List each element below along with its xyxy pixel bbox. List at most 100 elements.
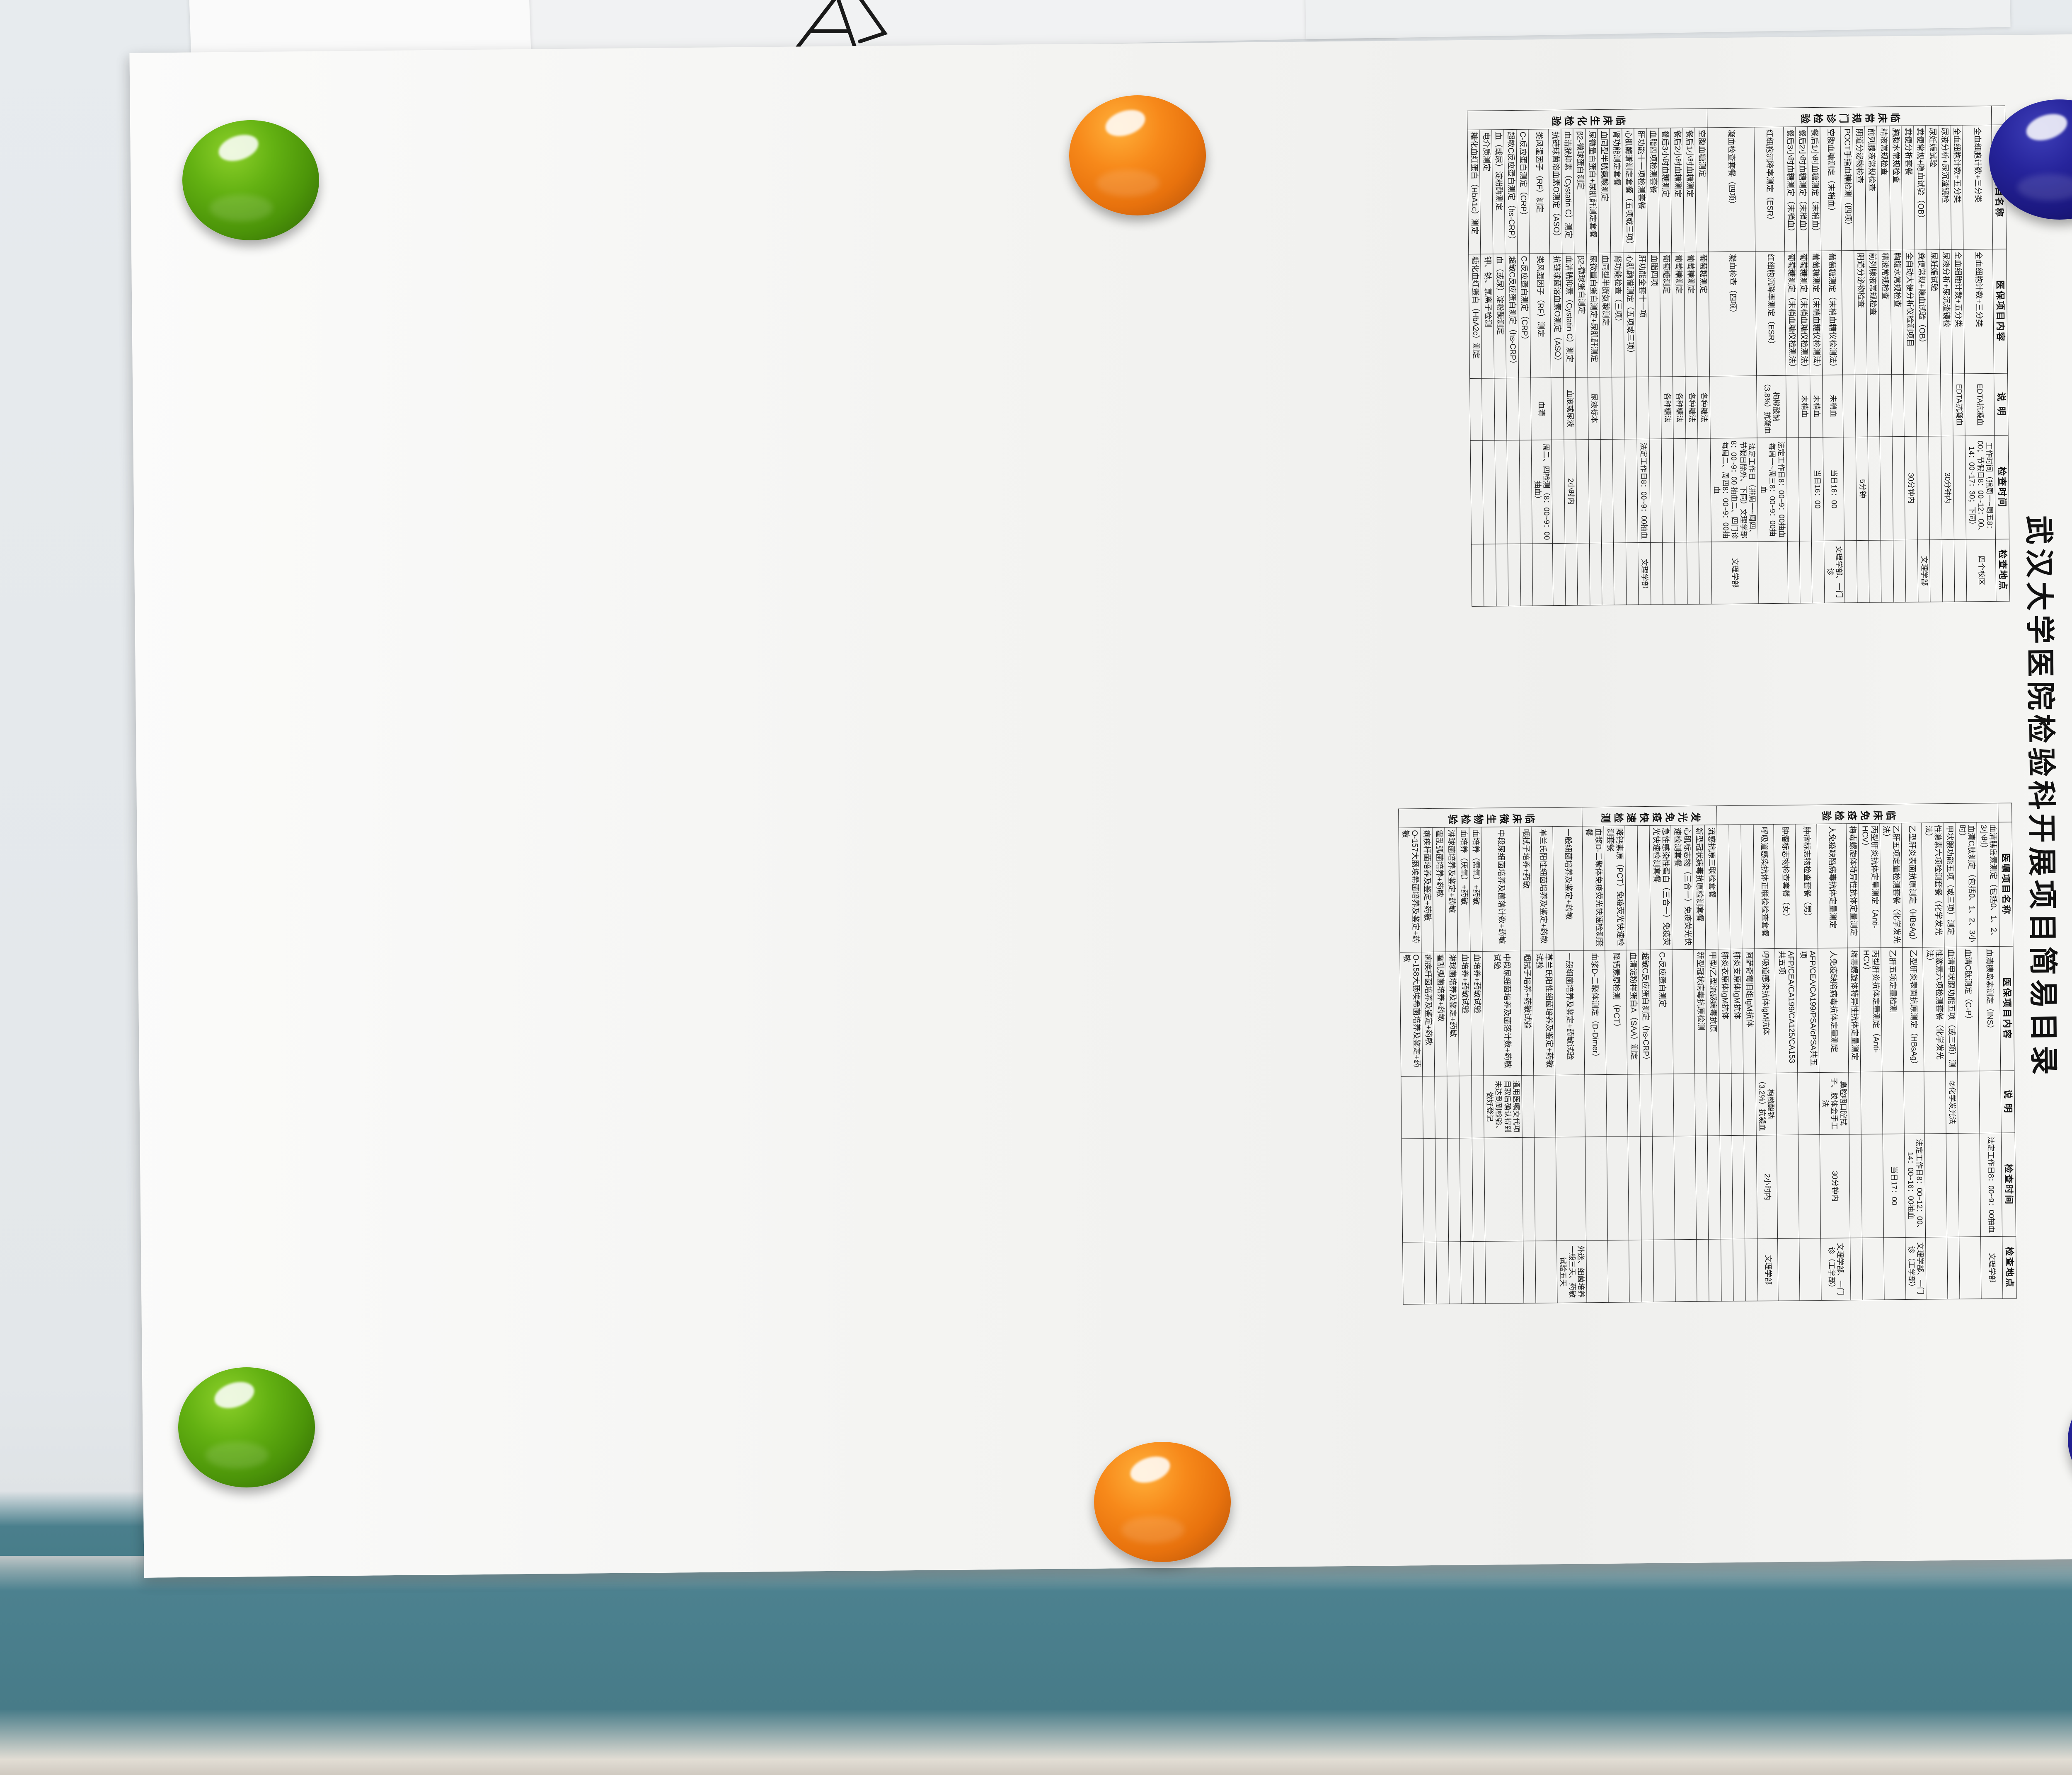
cell-order-name: 新型冠状病毒抗原检测套餐	[1692, 825, 1706, 950]
cell-exam-place	[1496, 544, 1509, 606]
cell-note	[1707, 1073, 1720, 1136]
cell-exam-place	[1925, 1237, 1948, 1300]
cell-note	[1494, 378, 1507, 440]
cell-note: EDTA抗凝血	[1964, 373, 1995, 436]
cell-insurance-content: 血培养+药敏试验	[1458, 951, 1472, 1076]
cell-insurance-content: 葡萄糖测定（末梢血糖仪检测法）	[1784, 251, 1798, 376]
cell-order-name: 呼吸道感染抗体正联检检查套餐	[1753, 824, 1775, 949]
cell-exam-time: 2小时内	[1756, 1135, 1778, 1239]
cell-insurance-content: C-反应蛋白测定（CRP）	[1517, 254, 1531, 378]
magnet-bottom-right[interactable]	[2068, 1380, 2072, 1500]
cell-order-name: 降钙素原（PCT）免疫荧光快速检测套餐	[1603, 825, 1627, 950]
cell-exam-place	[1799, 541, 1813, 603]
cell-order-name: 空腹血糖测定	[1695, 127, 1709, 252]
cell-insurance-content: 革兰氏阳性细菌培养及鉴定+药敏试验	[1532, 950, 1555, 1076]
magnet-shade	[1097, 169, 1159, 196]
cell-insurance-content: 血清甲状腺功能五项（或三项）测	[1944, 947, 1958, 1071]
cell-insurance-content: 霍乱弧菌培养+药敏	[1433, 952, 1447, 1076]
cell-order-name	[1637, 825, 1651, 950]
cell-exam-time	[1958, 1133, 1981, 1237]
cell-order-name: 全血细胞计数+五分类	[1950, 125, 1964, 250]
cell-note	[1916, 374, 1929, 437]
magnet-bottom-left[interactable]	[178, 1367, 315, 1487]
cell-insurance-content: 葡萄糖测定	[1672, 252, 1685, 377]
magnet-top-left[interactable]	[182, 120, 319, 240]
cell-note	[1600, 377, 1613, 440]
cell-note	[1924, 1071, 1946, 1134]
cell-note: 各种糖法	[1673, 376, 1686, 439]
section-label-0: 临床常规门诊检验	[1707, 106, 1992, 128]
cell-exam-place	[1471, 544, 1484, 607]
right-table-column: 医嘱项目名称 医保项目内容说 明检查时间 检查地点 临床免疫检验 血清胰岛素测定（包括0…	[1398, 803, 2019, 1495]
cell-exam-place	[1893, 540, 1906, 602]
cell-exam-place	[1607, 1240, 1630, 1303]
magnet-top-center[interactable]	[1069, 95, 1206, 215]
right-catalog-table: 医嘱项目名称 医保项目内容说 明检查时间 检查地点 临床免疫检验 血清胰岛素测定（包括0…	[1398, 803, 2017, 1305]
cell-note	[1867, 375, 1880, 437]
cell-order-name: 凝血检查套餐（四项）	[1707, 127, 1755, 252]
cell-exam-time	[1494, 440, 1508, 544]
cell-order-name: 丙型肝炎抗体定量测定（Anti-HCV）	[1858, 823, 1881, 948]
cell-order-name	[1625, 825, 1639, 950]
cell-note: 未梢血	[1810, 375, 1823, 438]
cell-order-name: 餐后3小时血糖测定（末梢血）	[1783, 126, 1797, 251]
cell-note	[1648, 377, 1662, 439]
cell-order-name: 前列腺液常规检查	[1864, 126, 1878, 251]
cell-exam-time	[1460, 1138, 1473, 1242]
cell-exam-time: 法定工作日8：00~9：00抽血	[1980, 1133, 2002, 1237]
cell-order-name: 甲状腺功能五项（或三项）测定	[1943, 822, 1957, 947]
cell-insurance-content: 葡萄糖测定（末梢血糖仪检测法）	[1796, 251, 1811, 375]
cell-order-name: 人免疫缺陷病毒抗体定量测定	[1816, 823, 1847, 948]
cell-order-name: 餐后1小时血糖测定	[1682, 128, 1697, 252]
cell-exam-place	[1857, 540, 1869, 603]
table-row: 中段尿细菌培养及菌落计数+药敏 中段尿细菌培养及菌落计数+药敏试验 通用医嘱交代项目…	[1481, 808, 1524, 1304]
cell-exam-place	[1629, 1240, 1642, 1302]
cell-exam-time	[1868, 437, 1881, 541]
cell-note	[1401, 1076, 1423, 1139]
cell-insurance-content: 阴道分泌物检查	[1854, 250, 1867, 375]
cell-note	[1776, 1072, 1798, 1135]
cell-exam-time	[1777, 1134, 1799, 1239]
section-label-1: 临床生化检验	[1467, 108, 1707, 130]
cell-note: 未梢血	[1798, 375, 1811, 438]
cell-order-name: 革兰氏阳性细菌培养及鉴定+药敏	[1531, 826, 1554, 951]
cell-insurance-content: 尿微量白蛋白测定+尿肌酐测定	[1586, 253, 1600, 377]
cell-order-name: 全血细胞计数+三分类	[1962, 125, 1993, 250]
table-row: 凝血检查套餐（四项） 凝血检查（四项） 法定工作日（排周一~周四、节假日除外、下同）…	[1707, 108, 1759, 604]
header-time: 检查时间	[1995, 435, 2009, 539]
cell-insurance-content: 新型冠状病毒抗原检测	[1693, 949, 1707, 1074]
cell-insurance-content: 肺炎支原体IgM抗体	[1730, 949, 1744, 1074]
cell-exam-time	[1953, 436, 1966, 540]
cell-note: 未梢血	[1822, 375, 1844, 438]
cell-exam-time	[1624, 439, 1638, 543]
cell-exam-place	[1601, 543, 1615, 605]
section-label-0: 临床免疫检验	[1716, 803, 1999, 825]
magnet-bottom-center[interactable]	[1094, 1442, 1231, 1562]
cell-insurance-content: 降钙素原检测（PCT）	[1605, 950, 1628, 1075]
cell-exam-place	[1850, 1238, 1863, 1300]
cell-insurance-content: 葡萄糖测定	[1684, 252, 1697, 377]
cell-order-name: β2-微球蛋白测定	[1573, 128, 1587, 254]
cell-insurance-content: 人免疫缺陷病毒抗体定量测定	[1818, 948, 1849, 1073]
cell-exam-time	[1470, 440, 1484, 544]
cell-insurance-content: 尿妊娠试验	[1927, 249, 1941, 374]
cell-insurance-content: 葡萄糖测定	[1696, 251, 1710, 377]
cell-exam-place	[1959, 1236, 1982, 1299]
cell-exam-place	[1696, 1239, 1709, 1302]
cell-exam-time	[1892, 436, 1905, 540]
header-section-spacer	[1991, 106, 2005, 125]
cell-exam-time	[1719, 1135, 1733, 1239]
cell-insurance-content: 精液常规检查	[1878, 250, 1892, 375]
cell-exam-time	[1522, 1137, 1535, 1241]
cell-exam-time	[1640, 1136, 1653, 1240]
cell-note	[1636, 377, 1649, 439]
cell-note: 枸橼酸钠（3.8%）抗凝血	[1756, 375, 1786, 438]
cell-note	[1979, 1071, 2002, 1133]
cell-order-name: 肝功能十一项检测套餐	[1634, 128, 1648, 253]
cell-exam-time: 法定工作日（排周一~周四、节假日除外、下同）文理学部8：00~9：00 抽血二、…	[1710, 438, 1758, 542]
cell-exam-time: 当日16：00	[1811, 437, 1824, 541]
cell-insurance-content: AFP/CEA/CA199/PSA/cPSA共五项	[1796, 948, 1819, 1073]
